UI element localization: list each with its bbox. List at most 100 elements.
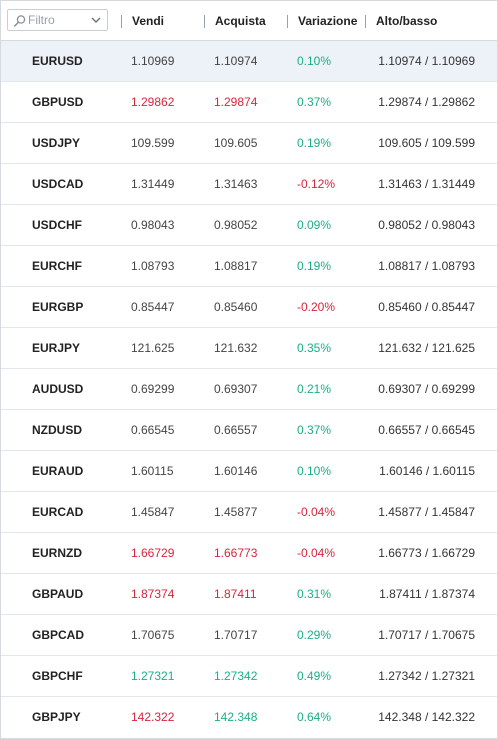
- buy-price-cell: 1.29874: [214, 95, 258, 109]
- change-cell: 0.10%: [297, 464, 332, 478]
- change-cell: 0.19%: [297, 136, 332, 150]
- high-low-cell: 0.69307 / 0.69299: [378, 382, 475, 396]
- change-cell: 0.19%: [297, 259, 332, 273]
- table-row[interactable]: EURUSD 1.10969 1.10974 0.10% 1.10974 / 1.109…: [1, 41, 497, 82]
- buy-price-cell: 121.632: [214, 341, 258, 355]
- high-low-cell: 1.60146 / 1.60115: [379, 464, 475, 478]
- filter-input[interactable]: [28, 12, 88, 28]
- change-cell: -0.20%: [297, 300, 336, 314]
- sell-price-cell: 0.66545: [131, 423, 175, 437]
- symbol-cell: USDJPY: [32, 136, 81, 150]
- buy-price-cell: 1.60146: [214, 464, 258, 478]
- sell-price-cell: 1.45847: [131, 505, 175, 519]
- buy-price-cell: 109.605: [214, 136, 258, 150]
- sell-price-cell: 109.599: [131, 136, 175, 150]
- buy-price-cell: 1.27342: [214, 669, 258, 683]
- table-row[interactable]: NZDUSD 0.66545 0.66557 0.37% 0.66557 / 0.665…: [1, 410, 497, 451]
- buy-price-cell: 0.98052: [214, 218, 258, 232]
- buy-price-cell: 1.10974: [214, 54, 258, 68]
- symbol-cell: NZDUSD: [32, 423, 82, 437]
- symbol-cell: AUDUSD: [32, 382, 84, 396]
- change-cell: 0.37%: [297, 423, 332, 437]
- high-low-cell: 1.45877 / 1.45847: [378, 505, 475, 519]
- symbol-cell: GBPAUD: [32, 587, 84, 601]
- sell-price-cell: 142.322: [131, 710, 175, 724]
- header-change[interactable]: Variazione: [298, 14, 358, 28]
- high-low-cell: 0.98052 / 0.98043: [378, 218, 475, 232]
- table-row[interactable]: GBPJPY 142.322 142.348 0.64% 142.348 / 142.3…: [1, 697, 497, 738]
- change-cell: -0.04%: [297, 546, 336, 560]
- table-row[interactable]: EURCAD 1.45847 1.45877 -0.04% 1.45877 / 1.45…: [1, 492, 497, 533]
- search-icon: [14, 15, 26, 27]
- change-cell: 0.64%: [297, 710, 332, 724]
- table-row[interactable]: AUDUSD 0.69299 0.69307 0.21% 0.69307 / 0.692…: [1, 369, 497, 410]
- table-row[interactable]: EURAUD 1.60115 1.60146 0.10% 1.60146 / 1.601…: [1, 451, 497, 492]
- high-low-cell: 1.31463 / 1.31449: [378, 177, 475, 191]
- change-cell: 0.29%: [297, 628, 332, 642]
- high-low-cell: 142.348 / 142.322: [378, 710, 475, 724]
- table-row[interactable]: GBPCHF 1.27321 1.27342 0.49% 1.27342 / 1.273…: [1, 656, 497, 697]
- buy-price-cell: 0.66557: [214, 423, 258, 437]
- buy-price-cell: 1.87411: [214, 587, 257, 601]
- header-sell[interactable]: Vendi: [132, 14, 165, 28]
- change-cell: 0.37%: [297, 95, 332, 109]
- table-header: Vendi Acquista Variazione Alto/basso: [1, 1, 497, 41]
- symbol-cell: USDCHF: [32, 218, 82, 232]
- sell-price-cell: 1.08793: [131, 259, 175, 273]
- high-low-cell: 1.29874 / 1.29862: [378, 95, 475, 109]
- high-low-cell: 0.66557 / 0.66545: [378, 423, 475, 437]
- buy-price-cell: 1.31463: [214, 177, 258, 191]
- table-row[interactable]: EURGBP 0.85447 0.85460 -0.20% 0.85460 / 0.85…: [1, 287, 497, 328]
- change-cell: 0.10%: [297, 54, 332, 68]
- change-cell: 0.31%: [297, 587, 332, 601]
- symbol-cell: EURAUD: [32, 464, 84, 478]
- sell-price-cell: 1.10969: [131, 54, 175, 68]
- quotes-list: EURUSD 1.10969 1.10974 0.10% 1.10974 / 1.109…: [1, 41, 497, 738]
- buy-price-cell: 1.70717: [214, 628, 258, 642]
- symbol-cell: GBPCHF: [32, 669, 83, 683]
- sell-price-cell: 1.27321: [131, 669, 175, 683]
- sell-price-cell: 1.60115: [131, 464, 174, 478]
- table-row[interactable]: USDCAD 1.31449 1.31463 -0.12% 1.31463 / 1.31…: [1, 164, 497, 205]
- chevron-down-icon[interactable]: [91, 15, 101, 25]
- sell-price-cell: 0.98043: [131, 218, 175, 232]
- sell-price-cell: 0.69299: [131, 382, 175, 396]
- change-cell: 0.21%: [297, 382, 332, 396]
- table-row[interactable]: GBPAUD 1.87374 1.87411 0.31% 1.87411 / 1.873…: [1, 574, 497, 615]
- buy-price-cell: 0.69307: [214, 382, 258, 396]
- sell-price-cell: 1.31449: [131, 177, 175, 191]
- table-row[interactable]: GBPCAD 1.70675 1.70717 0.29% 1.70717 / 1.706…: [1, 615, 497, 656]
- header-buy[interactable]: Acquista: [215, 14, 266, 28]
- table-row[interactable]: USDJPY 109.599 109.605 0.19% 109.605 / 109.5…: [1, 123, 497, 164]
- high-low-cell: 1.70717 / 1.70675: [378, 628, 475, 642]
- change-cell: 0.35%: [297, 341, 332, 355]
- symbol-cell: USDCAD: [32, 177, 84, 191]
- change-cell: 0.49%: [297, 669, 332, 683]
- high-low-cell: 1.66773 / 1.66729: [378, 546, 475, 560]
- symbol-cell: EURCHF: [32, 259, 82, 273]
- symbol-cell: GBPJPY: [32, 710, 81, 724]
- symbol-cell: GBPUSD: [32, 95, 84, 109]
- table-row[interactable]: EURJPY 121.625 121.632 0.35% 121.632 / 121.6…: [1, 328, 497, 369]
- header-high-low[interactable]: Alto/basso: [376, 14, 438, 28]
- filter-dropdown[interactable]: [7, 9, 108, 31]
- symbol-cell: EURUSD: [32, 54, 83, 68]
- high-low-cell: 1.87411 / 1.87374: [379, 587, 475, 601]
- change-cell: -0.12%: [297, 177, 336, 191]
- table-row[interactable]: EURCHF 1.08793 1.08817 0.19% 1.08817 / 1.087…: [1, 246, 497, 287]
- sell-price-cell: 1.70675: [131, 628, 175, 642]
- buy-price-cell: 1.08817: [214, 259, 258, 273]
- column-separator: [287, 15, 288, 28]
- sell-price-cell: 1.87374: [131, 587, 175, 601]
- table-row[interactable]: EURNZD 1.66729 1.66773 -0.04% 1.66773 / 1.66…: [1, 533, 497, 574]
- high-low-cell: 109.605 / 109.599: [378, 136, 475, 150]
- table-row[interactable]: GBPUSD 1.29862 1.29874 0.37% 1.29874 / 1.298…: [1, 82, 497, 123]
- symbol-cell: EURGBP: [32, 300, 84, 314]
- sell-price-cell: 1.29862: [131, 95, 175, 109]
- symbol-cell: EURCAD: [32, 505, 84, 519]
- column-separator: [204, 15, 205, 28]
- table-row[interactable]: USDCHF 0.98043 0.98052 0.09% 0.98052 / 0.980…: [1, 205, 497, 246]
- symbol-cell: EURJPY: [32, 341, 81, 355]
- high-low-cell: 1.27342 / 1.27321: [378, 669, 475, 683]
